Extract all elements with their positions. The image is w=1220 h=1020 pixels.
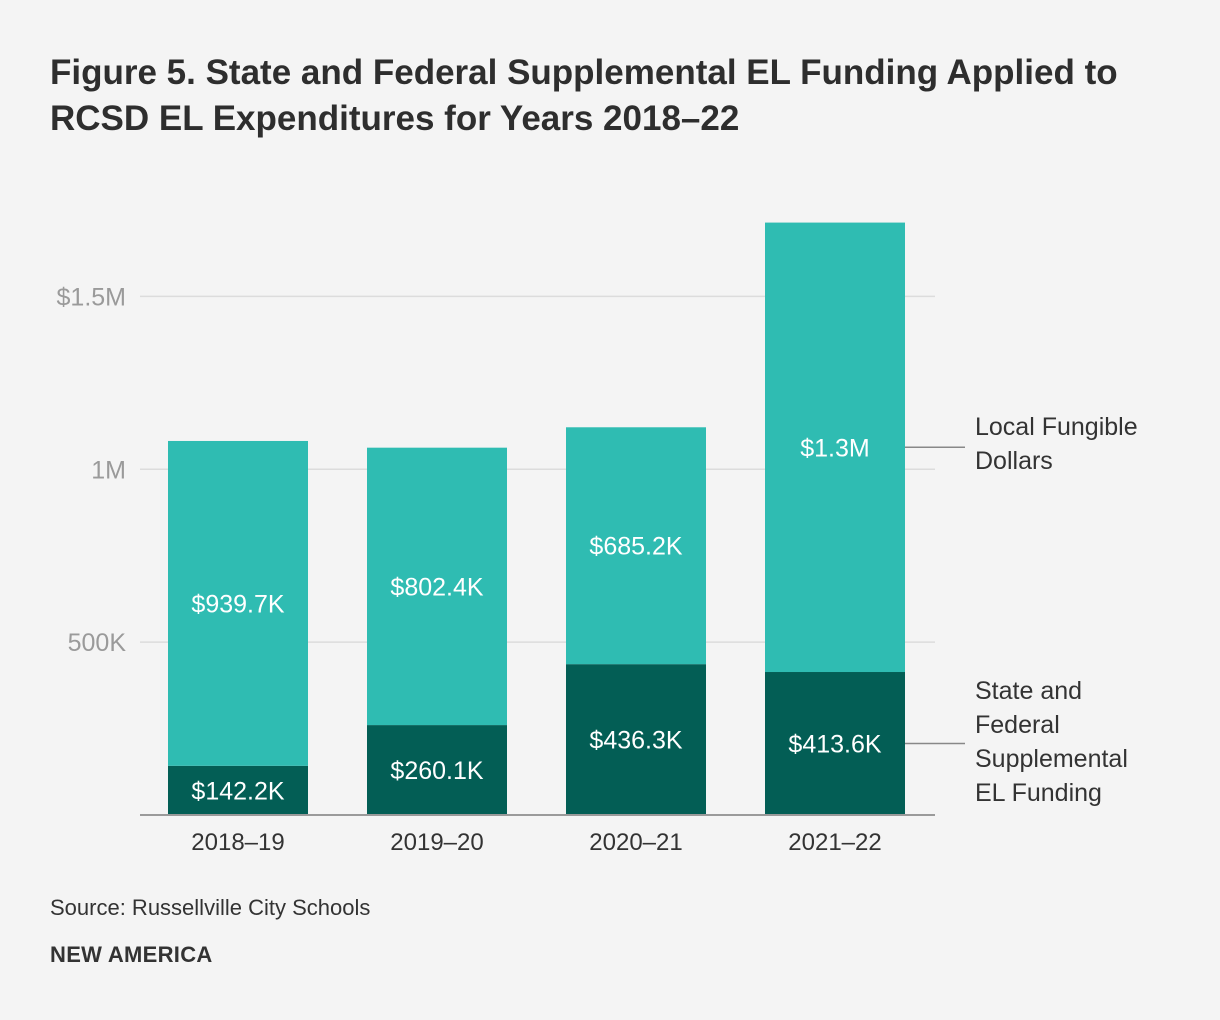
legend-state-federal: State and Federal Supplemental EL Fundin… bbox=[975, 674, 1205, 810]
data-label-state-federal: $436.3K bbox=[589, 727, 682, 755]
bar-state-federal bbox=[168, 765, 308, 815]
data-label-state-federal: $413.6K bbox=[788, 731, 881, 759]
bar-state-federal bbox=[566, 664, 706, 815]
legend-local-line-2: Dollars bbox=[975, 447, 1053, 475]
y-tick-label: 500K bbox=[68, 629, 127, 657]
data-label-state-federal: $260.1K bbox=[390, 757, 483, 785]
source-note: Source: Russellville City Schools bbox=[50, 895, 371, 920]
legend-state-line-1: State and bbox=[975, 677, 1083, 705]
legend-local-fungible: Local Fungible Dollars bbox=[975, 410, 1205, 478]
y-axis-ticks: 500K 1M $1.5M bbox=[57, 283, 127, 657]
x-tick-label: 2021–22 bbox=[788, 829, 881, 856]
bar-local-fungible bbox=[765, 222, 905, 673]
data-label-local-fungible: $1.3M bbox=[800, 434, 869, 462]
legend-state-line-3: Supplemental bbox=[975, 745, 1128, 773]
bars bbox=[168, 222, 905, 815]
data-label-local-fungible: $939.7K bbox=[191, 590, 284, 618]
bar-local-fungible bbox=[168, 440, 308, 766]
x-tick-label: 2019–20 bbox=[390, 829, 483, 856]
data-label-state-federal: $142.2K bbox=[191, 777, 284, 805]
bar-local-fungible bbox=[367, 447, 507, 726]
bar-state-federal bbox=[367, 725, 507, 815]
x-tick-label: 2020–21 bbox=[589, 829, 682, 856]
y-tick-label: 1M bbox=[91, 456, 126, 484]
legend-state-line-2: Federal bbox=[975, 711, 1060, 739]
data-label-local-fungible: $802.4K bbox=[390, 573, 483, 601]
legend-local-line-1: Local Fungible bbox=[975, 413, 1138, 441]
data-label-local-fungible: $685.2K bbox=[589, 533, 682, 561]
legend-state-line-4: EL Funding bbox=[975, 779, 1102, 807]
bar-local-fungible bbox=[566, 427, 706, 665]
bar-state-federal bbox=[765, 672, 905, 815]
bar-labels: $142.2K $939.7K $260.1K $802.4K $436.3K $685.… bbox=[191, 434, 881, 805]
chart-title: Figure 5. State and Federal Supplemental… bbox=[50, 53, 1118, 138]
x-axis-ticks: 2018–19 2019–20 2020–21 2021–22 bbox=[191, 829, 881, 856]
x-tick-label: 2018–19 bbox=[191, 829, 284, 856]
brand-logo-text: NEW AMERICA bbox=[50, 942, 213, 967]
y-tick-label: $1.5M bbox=[57, 283, 126, 311]
